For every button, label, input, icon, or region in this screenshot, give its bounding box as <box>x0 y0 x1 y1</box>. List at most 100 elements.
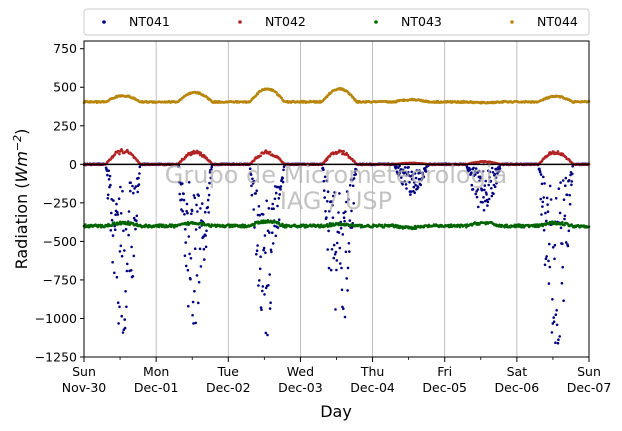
point-nt041 <box>204 245 208 249</box>
point-nt041 <box>354 173 358 176</box>
x-tick-label-date: Dec-04 <box>350 380 395 395</box>
point-nt041 <box>256 244 259 247</box>
point-nt043 <box>320 223 323 226</box>
point-nt041 <box>127 210 131 213</box>
point-nt041 <box>483 188 486 192</box>
point-nt041 <box>345 277 349 280</box>
point-nt041 <box>477 205 480 209</box>
point-nt041 <box>322 168 325 171</box>
point-nt041 <box>109 229 113 232</box>
x-tick-label-day: Tue <box>217 364 240 379</box>
point-nt041 <box>183 213 186 216</box>
point-nt041 <box>137 183 141 186</box>
point-nt041 <box>541 205 544 208</box>
point-nt041 <box>190 212 193 216</box>
point-nt041 <box>326 248 330 251</box>
point-nt041 <box>350 209 353 213</box>
y-tick-label: −250 <box>43 195 77 210</box>
point-nt041 <box>186 211 189 215</box>
point-nt041 <box>343 315 347 319</box>
point-nt041 <box>206 186 209 190</box>
point-nt041 <box>270 250 273 254</box>
point-nt041 <box>133 187 136 190</box>
point-nt041 <box>110 218 114 222</box>
x-tick-label-day: Thu <box>360 364 384 379</box>
point-nt041 <box>483 184 487 187</box>
point-nt041 <box>113 271 116 275</box>
point-nt041 <box>259 255 262 258</box>
point-nt041 <box>274 234 278 238</box>
grid-lines <box>155 41 518 357</box>
point-nt041 <box>119 212 123 215</box>
point-nt041 <box>404 171 407 174</box>
point-nt041 <box>539 173 543 176</box>
legend-marker-nt041 <box>102 20 106 24</box>
point-nt041 <box>192 322 195 325</box>
point-nt041 <box>481 170 485 173</box>
point-nt041 <box>552 316 555 319</box>
legend-label-nt043: NT043 <box>401 14 442 29</box>
point-nt043 <box>172 226 176 229</box>
legend-label-nt044: NT044 <box>537 14 578 29</box>
point-nt041 <box>341 233 345 236</box>
point-nt041 <box>191 313 194 317</box>
point-nt041 <box>258 214 262 217</box>
point-nt041 <box>552 320 556 324</box>
point-nt041 <box>551 298 554 301</box>
point-nt041 <box>545 219 548 223</box>
point-nt041 <box>416 186 420 189</box>
point-nt041 <box>132 191 135 195</box>
point-nt042 <box>113 153 117 156</box>
point-nt041 <box>322 189 326 192</box>
point-nt041 <box>559 181 562 184</box>
point-nt041 <box>417 177 421 181</box>
point-nt041 <box>567 179 571 182</box>
point-nt041 <box>281 176 285 180</box>
point-nt041 <box>108 185 111 189</box>
point-nt041 <box>205 229 208 233</box>
point-nt041 <box>107 178 111 181</box>
point-nt041 <box>181 182 184 185</box>
point-nt041 <box>414 183 417 187</box>
point-nt041 <box>408 180 411 184</box>
point-nt041 <box>131 184 134 188</box>
point-nt041 <box>540 182 544 186</box>
point-nt041 <box>250 184 253 188</box>
point-nt041 <box>419 183 423 187</box>
point-nt041 <box>138 172 141 175</box>
x-tick-label-day: Fri <box>437 364 452 379</box>
point-nt041 <box>199 207 202 210</box>
point-nt041 <box>551 322 555 325</box>
point-nt041 <box>264 251 267 254</box>
point-nt041 <box>115 202 118 206</box>
point-nt041 <box>254 252 258 256</box>
point-nt041 <box>276 204 279 208</box>
point-nt041 <box>123 318 126 321</box>
point-nt041 <box>490 187 493 190</box>
point-nt041 <box>134 227 137 231</box>
point-nt041 <box>561 179 565 182</box>
point-nt042 <box>342 149 346 153</box>
point-nt041 <box>251 182 255 185</box>
point-nt041 <box>471 188 475 191</box>
point-nt041 <box>117 197 121 200</box>
point-nt041 <box>480 188 484 192</box>
point-nt041 <box>332 243 336 247</box>
point-nt041 <box>351 178 354 182</box>
point-nt041 <box>559 226 563 230</box>
point-nt041 <box>323 175 327 179</box>
point-nt041 <box>347 242 351 245</box>
point-nt041 <box>184 228 187 231</box>
point-nt041 <box>248 167 252 170</box>
point-nt043 <box>561 220 564 224</box>
legend-label-nt041: NT041 <box>129 14 170 29</box>
y-tick-label: 500 <box>53 80 77 95</box>
point-nt041 <box>184 264 188 268</box>
point-nt041 <box>546 203 549 206</box>
point-nt041 <box>494 176 498 179</box>
point-nt041 <box>492 192 495 196</box>
point-nt041 <box>419 171 422 174</box>
point-nt041 <box>271 231 274 234</box>
point-nt041 <box>185 209 188 213</box>
point-nt041 <box>564 176 568 180</box>
